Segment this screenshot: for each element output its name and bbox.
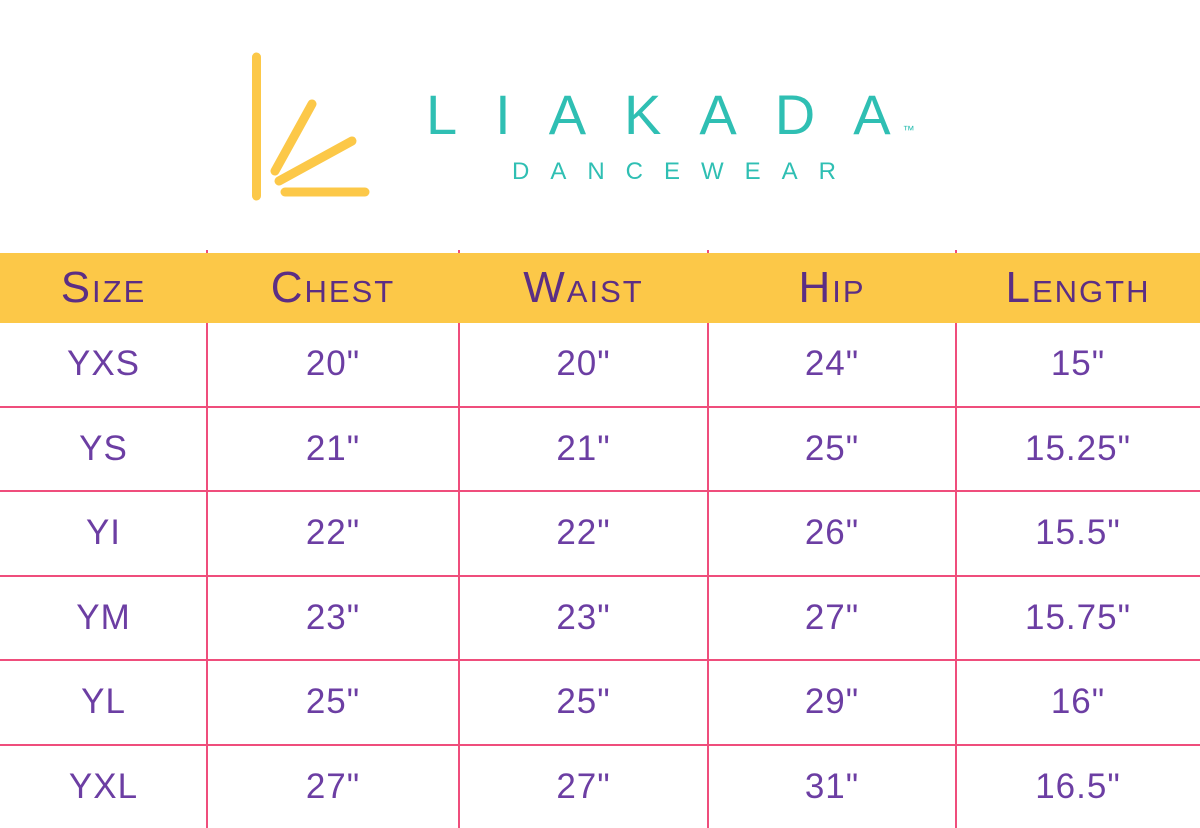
- length-cell: 15.5": [1035, 513, 1121, 553]
- chest-cell: 21": [305, 428, 361, 468]
- waist-cell: 21": [556, 428, 611, 468]
- table-body: YXS 20" 20" 24" 15" YS 21" 21" 25" 15.25…: [0, 323, 1200, 828]
- waist-cell: 27": [556, 766, 611, 806]
- waist-cell: 20": [556, 344, 611, 384]
- chest-cell: 22": [305, 513, 361, 553]
- length-cell: 15": [1050, 344, 1106, 384]
- chest-cell: 20": [305, 344, 361, 384]
- trademark-symbol: ™: [902, 123, 916, 137]
- brand-name-text: LIAKADA: [426, 83, 929, 146]
- table-row-ym: YM 23" 23" 27" 15.75": [0, 574, 1200, 660]
- hip-cell: 27": [804, 597, 860, 637]
- hip-cell: 29": [804, 682, 860, 722]
- length-cell: 16": [1050, 682, 1106, 722]
- size-cell: YL: [81, 682, 126, 722]
- length-cell: 16.5": [1035, 766, 1121, 806]
- table-header-row: Size Chest Waist Hip Length: [0, 253, 1200, 323]
- column-header-waist: Waist: [523, 263, 644, 312]
- hip-cell: 25": [804, 428, 860, 468]
- chest-cell: 27": [305, 766, 361, 806]
- length-cell: 15.75": [1024, 597, 1131, 637]
- table-row-yxs: YXS 20" 20" 24" 15": [0, 323, 1200, 406]
- brand-name: LIAKADA™: [426, 82, 916, 147]
- table-row-ys: YS 21" 21" 25" 15.25": [0, 405, 1200, 491]
- table-row-yl: YL 25" 25" 29" 16": [0, 659, 1200, 744]
- size-cell: YS: [79, 428, 128, 468]
- column-header-chest: Chest: [270, 263, 396, 312]
- column-divider: [707, 250, 709, 828]
- size-cell: YI: [85, 513, 122, 553]
- waist-cell: 25": [556, 682, 611, 722]
- table-row-yxl: YXL 27" 27" 31" 16.5": [0, 743, 1200, 828]
- chest-cell: 25": [305, 682, 361, 722]
- size-cell: YXL: [68, 766, 139, 806]
- column-divider: [206, 250, 208, 828]
- brand-tagline: DANCEWEAR: [512, 158, 858, 185]
- column-header-size: Size: [60, 263, 147, 312]
- hip-cell: 31": [804, 766, 860, 806]
- starburst-rays-icon: [252, 52, 370, 201]
- size-table: Size Chest Waist Hip Length YXS 20" 20" …: [0, 250, 1200, 828]
- column-divider: [458, 250, 460, 828]
- table-row-yi: YI 22" 22" 26" 15.5": [0, 490, 1200, 575]
- length-cell: 15.25": [1024, 428, 1131, 468]
- size-cell: YM: [76, 597, 131, 637]
- column-header-length: Length: [1005, 263, 1151, 312]
- column-divider: [955, 250, 957, 828]
- waist-cell: 23": [556, 597, 611, 637]
- column-header-hip: Hip: [798, 263, 866, 312]
- hip-cell: 24": [804, 344, 860, 384]
- hip-cell: 26": [804, 513, 860, 553]
- size-cell: YXS: [66, 344, 141, 384]
- chest-cell: 23": [305, 597, 361, 637]
- waist-cell: 22": [556, 513, 611, 553]
